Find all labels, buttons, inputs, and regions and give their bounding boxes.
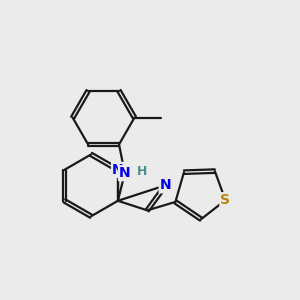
Text: N: N bbox=[119, 166, 130, 180]
Text: N: N bbox=[112, 163, 124, 177]
Text: N: N bbox=[160, 178, 171, 192]
Text: S: S bbox=[220, 193, 230, 207]
Text: H: H bbox=[137, 165, 148, 178]
